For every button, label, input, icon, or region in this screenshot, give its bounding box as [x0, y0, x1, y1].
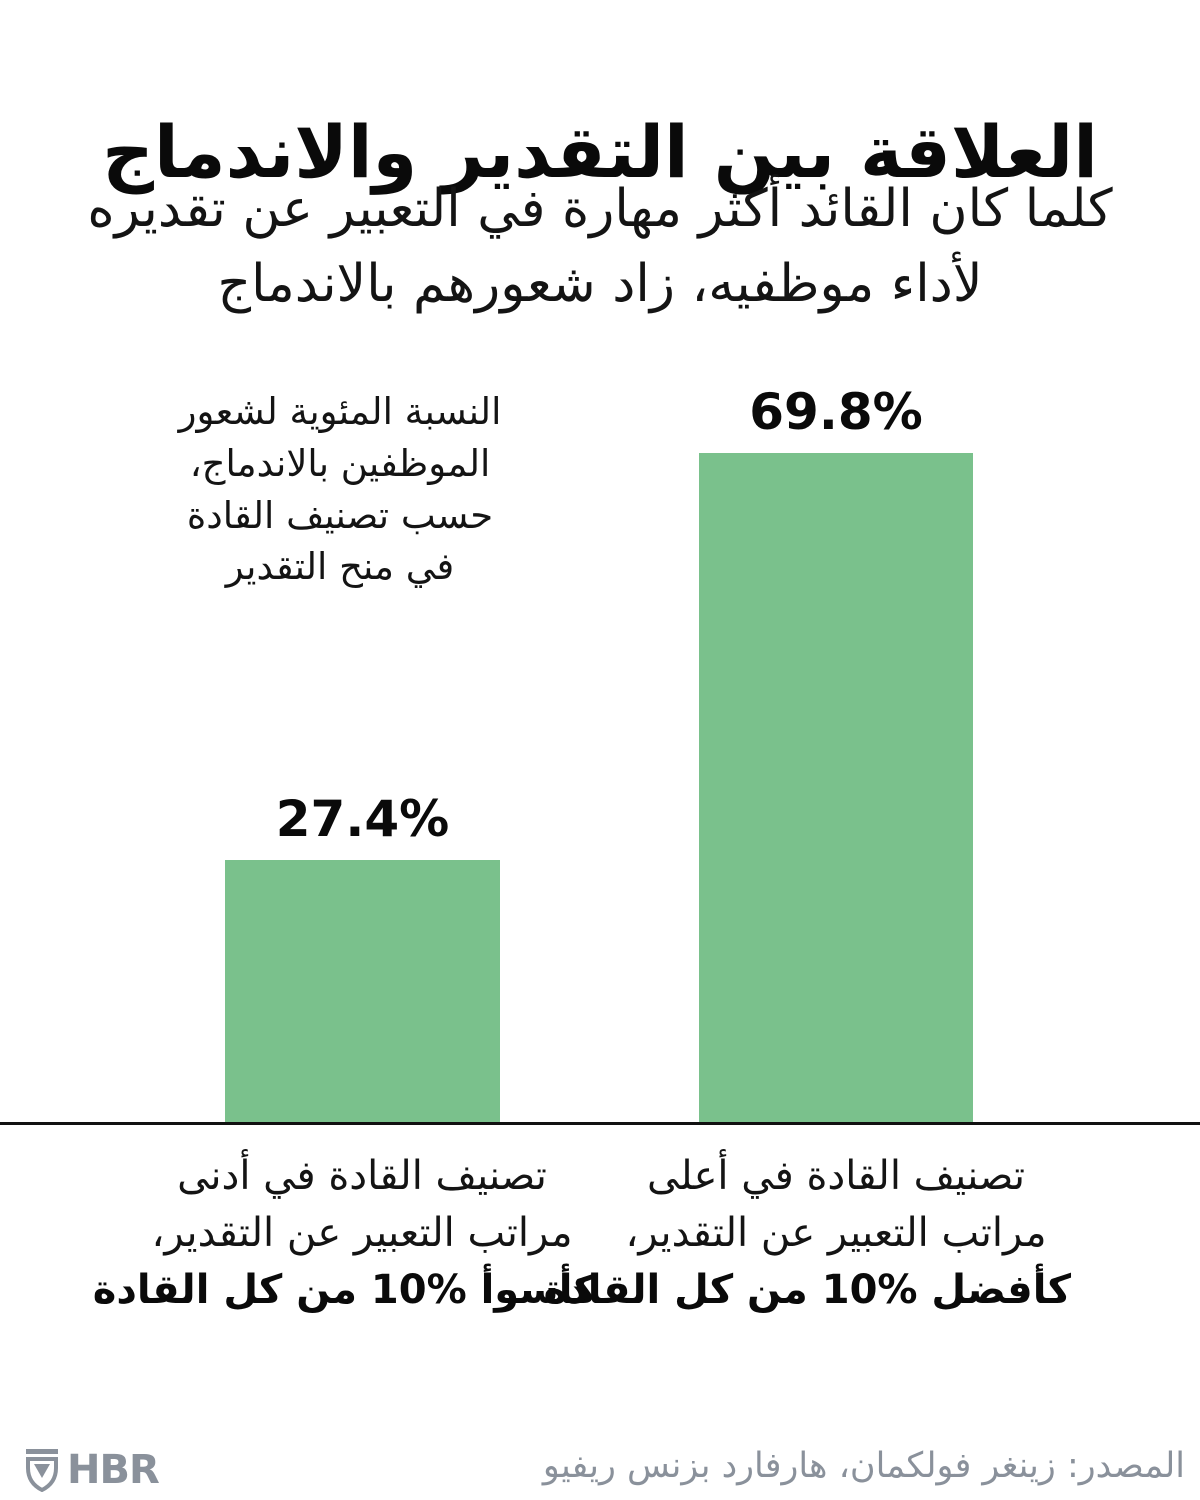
bar-group-worst-leaders: 27.4%	[225, 790, 500, 1124]
source-credit: المصدر: زينغر فولكمان، هارفارد بزنس ريفي…	[542, 1446, 1185, 1486]
subtitle-line-1: كلما كان القائد أكثر مهارة في التعبير عن…	[87, 179, 1113, 239]
category-worst-line-1: تصنيف القادة في أدنى	[177, 1153, 547, 1199]
value-label-best: 69.8%	[749, 383, 923, 441]
category-label-worst: تصنيف القادة في أدنى مراتب التعبير عن ال…	[92, 1148, 597, 1320]
hbr-logo: HBR	[24, 1447, 160, 1493]
hbr-logo-text: HBR	[67, 1447, 160, 1493]
page-title: العلاقة بين التقدير والاندماج	[102, 110, 1098, 195]
bar-group-best-leaders: 69.8%	[699, 383, 973, 1124]
category-label-best: تصنيف القادة في أعلى مراتب التعبير عن ال…	[543, 1148, 1071, 1320]
y-axis-description: النسبة المئوية لشعور الموظفين بالاندماج،…	[150, 386, 530, 593]
y-axis-description-line-1: النسبة المئوية لشعور	[178, 390, 502, 433]
value-label-worst: 27.4%	[275, 790, 450, 848]
category-worst-line-2: مراتب التعبير عن التقدير،	[151, 1210, 573, 1257]
y-axis-description-line-3: حسب تصنيف القادة	[186, 493, 494, 537]
chart-subtitle: كلما كان القائد أكثر مهارة في التعبير عن…	[0, 172, 1200, 323]
category-worst-line-3: كأسوأ %10 من كل القادة	[92, 1267, 597, 1314]
hbr-shield-icon	[24, 1448, 60, 1493]
y-axis-description-line-2: الموظفين بالاندماج،	[189, 441, 491, 485]
category-best-line-3: كأفضل %10 من كل القادة	[543, 1267, 1071, 1314]
x-axis-baseline	[0, 1122, 1200, 1125]
bar-worst-leaders	[225, 860, 500, 1124]
category-best-line-2: مراتب التعبير عن التقدير،	[625, 1210, 1047, 1257]
bar-best-leaders	[699, 453, 973, 1124]
subtitle-line-2: لأداء موظفيه، زاد شعورهم بالاندماج	[217, 254, 983, 315]
category-best-line-1: تصنيف القادة في أعلى	[646, 1153, 1026, 1199]
y-axis-description-line-4: في منح التقدير	[225, 545, 455, 589]
